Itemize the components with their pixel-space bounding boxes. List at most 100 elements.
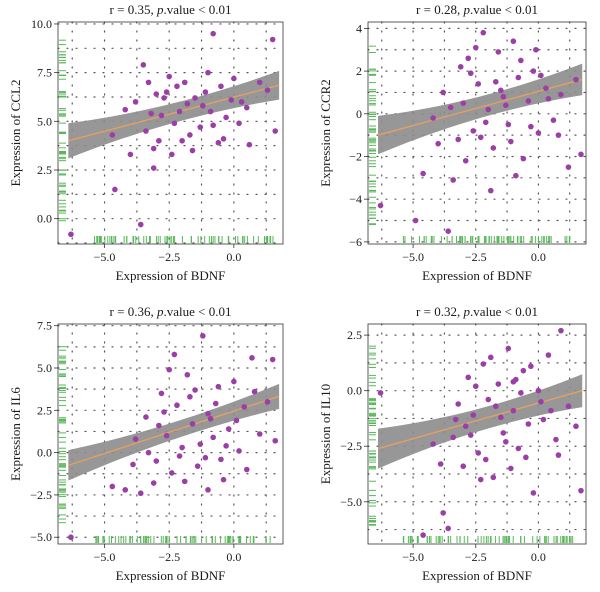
y-tick-label: −2.5 (340, 439, 362, 453)
data-point (515, 445, 522, 452)
x-tick-label: 0.0 (531, 550, 546, 564)
data-point (171, 351, 178, 358)
data-point (192, 387, 198, 393)
data-point (187, 393, 193, 400)
y-tick-label: 2.5 (347, 328, 362, 342)
data-point (440, 510, 446, 516)
title-text: r = 0.35, (110, 2, 157, 17)
data-point (163, 432, 170, 439)
data-point (163, 89, 170, 95)
data-point (472, 383, 479, 390)
data-point (156, 422, 162, 429)
data-point (528, 363, 534, 370)
plot-frame (367, 323, 587, 545)
data-point (412, 217, 419, 224)
data-point (447, 104, 454, 111)
data-point (543, 85, 549, 91)
plot-frame (57, 323, 284, 545)
data-point (460, 100, 467, 106)
data-point (233, 417, 240, 424)
y-tick-label: 10.0 (31, 17, 52, 31)
data-point (176, 108, 183, 115)
data-point (490, 145, 497, 151)
title-text: .value < 0.01 (470, 2, 538, 17)
regression-line (377, 78, 583, 136)
panel-ccr2: −5.0 −2.5 0.0 −6 −4 −2 0 2 4 r = 0.28, p.value < … (318, 2, 587, 283)
data-point (485, 106, 492, 113)
data-point (545, 352, 552, 358)
data-point (184, 371, 191, 378)
data-point (179, 444, 185, 451)
data-point (256, 431, 263, 437)
y-axis-label: Expression of IL10 (318, 384, 333, 484)
data-point (143, 414, 149, 420)
data-point (200, 333, 206, 339)
title-p-italic: p (462, 304, 470, 319)
y-tick-label: 2.5 (37, 163, 52, 177)
data-point (223, 443, 229, 449)
data-point (236, 120, 242, 127)
data-point (500, 93, 507, 100)
title-text: .value < 0.01 (163, 2, 231, 17)
data-point (508, 138, 514, 145)
data-point (210, 122, 216, 129)
data-point (437, 461, 444, 467)
data-point (184, 100, 191, 107)
confidence-band (68, 383, 280, 481)
data-point (470, 412, 477, 418)
title-p-italic: p (462, 2, 470, 17)
regression-line (68, 395, 280, 466)
data-point (231, 75, 237, 82)
data-point (140, 62, 147, 68)
data-point (578, 151, 584, 158)
data-point (150, 480, 157, 486)
data-point (518, 57, 524, 64)
data-point (510, 38, 517, 45)
data-point (460, 463, 467, 470)
data-point (455, 401, 462, 407)
data-point (243, 104, 250, 111)
data-point (470, 128, 477, 134)
panel-title: r = 0.28, p.value < 0.01 (416, 2, 538, 17)
data-point (166, 366, 173, 373)
data-point (565, 164, 572, 170)
data-point (550, 117, 557, 123)
data-point (498, 87, 504, 94)
data-point (215, 383, 222, 390)
y-axis-label: Expression of CCR2 (318, 79, 333, 187)
data-point (525, 98, 532, 104)
data-point (535, 387, 542, 394)
data-point (168, 151, 175, 158)
data-point (264, 399, 271, 405)
data-point (205, 487, 211, 493)
data-point (555, 132, 562, 138)
data-point (450, 434, 456, 441)
data-point (212, 400, 219, 407)
title-text: r = 0.28, (416, 2, 463, 17)
data-point (179, 137, 185, 144)
x-tick-label: 0.0 (531, 250, 546, 264)
data-point (573, 76, 579, 83)
data-point (156, 137, 162, 144)
title-text: .value < 0.01 (470, 304, 538, 319)
data-point (143, 128, 149, 134)
data-point (220, 476, 227, 483)
x-tick-label: −2.5 (465, 550, 487, 564)
data-point (465, 55, 472, 62)
data-point (482, 456, 489, 463)
title-p-italic: p (156, 304, 164, 319)
data-point (205, 410, 211, 417)
data-point (207, 415, 214, 422)
data-point (231, 378, 237, 385)
data-point (535, 130, 542, 136)
x-axis-label: Expression of BDNF (116, 568, 226, 583)
data-point (161, 409, 167, 415)
data-point (197, 441, 204, 447)
data-point (68, 534, 74, 541)
data-point (545, 96, 552, 102)
data-point (122, 106, 129, 113)
y-tick-label: −2 (349, 149, 362, 163)
data-point (137, 221, 144, 228)
data-point (150, 145, 157, 152)
data-point (573, 423, 579, 430)
